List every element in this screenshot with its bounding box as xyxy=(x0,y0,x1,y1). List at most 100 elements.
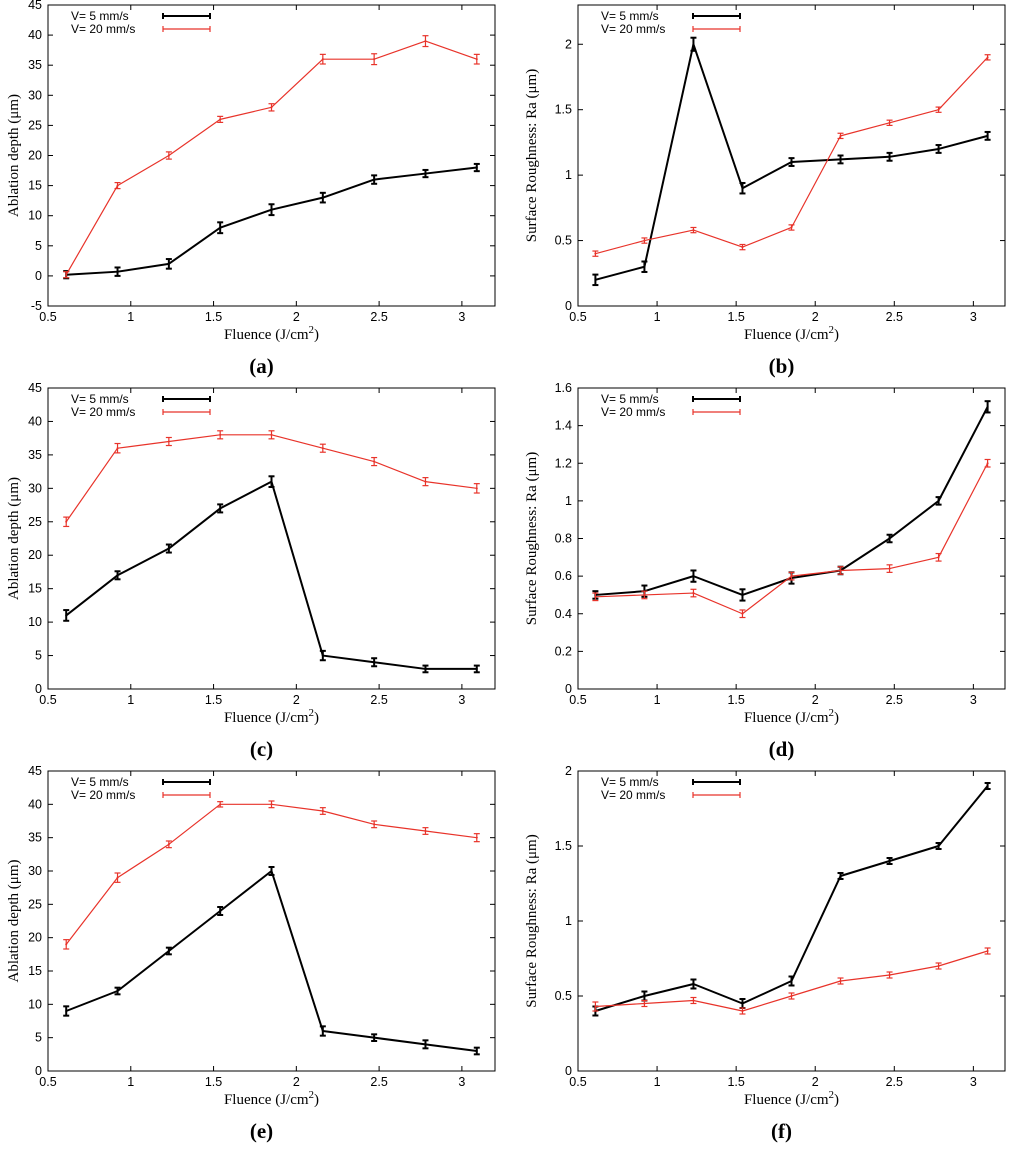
data-point xyxy=(888,974,891,976)
x-tick-label: 2.5 xyxy=(886,693,903,707)
legend-entry-label: V= 20 mm/s xyxy=(71,788,135,802)
data-point xyxy=(270,208,273,211)
legend-entry-label: V= 20 mm/s xyxy=(601,788,665,802)
data-point xyxy=(692,999,695,1002)
y-tick-label: 0 xyxy=(35,1064,42,1078)
x-axis-label-superscript: 2 xyxy=(829,707,835,719)
y-axis-label: Ablation depth (μm) xyxy=(6,859,22,982)
data-point xyxy=(270,106,273,109)
data-point xyxy=(219,803,222,806)
y-tick-label: 1.6 xyxy=(555,381,572,395)
x-tick-label: 0.5 xyxy=(39,693,56,707)
data-point xyxy=(424,1043,427,1046)
data-point xyxy=(167,547,170,550)
x-axis-label: Fluence (J/cm2) xyxy=(224,324,319,343)
y-tick-label: 1.4 xyxy=(555,419,572,433)
y-tick-label: 20 xyxy=(28,149,42,163)
x-tick-label: 3 xyxy=(458,693,465,707)
chart-panel-a: 0.5 1 1.5 2 2.5 3 -5 0 5 10 15 20 25 30 35 40 45 Fluence … xyxy=(6,0,496,378)
x-tick-label: 1 xyxy=(654,310,661,324)
data-point xyxy=(643,1002,646,1005)
data-point xyxy=(937,147,940,150)
y-tick-label: 2 xyxy=(565,37,572,51)
data-point xyxy=(321,654,324,657)
data-point xyxy=(741,246,744,249)
data-point xyxy=(116,447,119,450)
data-point xyxy=(167,950,170,952)
data-point xyxy=(741,187,744,190)
data-point xyxy=(65,520,68,523)
x-tick-label: 2 xyxy=(812,1075,819,1089)
data-point xyxy=(790,575,793,578)
series-v20 xyxy=(63,800,480,950)
data-point xyxy=(65,273,68,276)
data-point xyxy=(790,980,793,982)
series-v5 xyxy=(63,866,480,1056)
x-tick-label: 2 xyxy=(812,693,819,707)
series-v20 xyxy=(63,35,480,279)
legend-entry-label: V= 5 mm/s xyxy=(71,9,129,23)
data-point xyxy=(475,166,478,169)
y-tick-label: 1 xyxy=(565,914,572,928)
series-v5 xyxy=(592,36,991,287)
data-point xyxy=(594,1005,597,1008)
x-tick-label: 1.5 xyxy=(727,1075,744,1089)
series-v20 xyxy=(592,947,991,1015)
data-point xyxy=(937,108,940,111)
plot-frame xyxy=(47,770,496,1072)
y-tick-label: 1 xyxy=(565,494,572,508)
x-tick-label: 3 xyxy=(970,693,977,707)
data-point xyxy=(937,965,940,967)
data-point xyxy=(424,480,427,483)
x-axis-label-superscript: 2 xyxy=(829,1089,835,1101)
panel-label: (e) xyxy=(250,1119,273,1143)
data-point xyxy=(65,1010,68,1012)
data-point xyxy=(219,118,222,121)
x-tick-label: 0.5 xyxy=(39,310,56,324)
x-axis-label-tail: ) xyxy=(834,327,839,343)
data-point xyxy=(65,614,68,617)
data-point xyxy=(594,252,597,255)
y-tick-label: 1.5 xyxy=(555,839,572,853)
data-point xyxy=(986,950,989,952)
data-point xyxy=(839,875,842,877)
y-tick-label: 0.5 xyxy=(555,234,572,248)
data-point xyxy=(986,785,989,787)
series-line xyxy=(65,480,477,670)
y-tick-label: -5 xyxy=(31,299,42,313)
data-point xyxy=(741,1002,744,1005)
legend-entry-label: V= 5 mm/s xyxy=(601,392,659,406)
series-line xyxy=(65,870,477,1052)
series-v5 xyxy=(592,400,991,602)
x-tick-label: 1.5 xyxy=(205,693,222,707)
data-point xyxy=(839,980,842,982)
series-line xyxy=(595,462,989,615)
y-tick-label: 1 xyxy=(565,168,572,182)
x-tick-label: 1.5 xyxy=(727,693,744,707)
x-axis-label: Fluence (J/cm2) xyxy=(224,707,319,726)
data-point xyxy=(475,667,478,670)
data-point xyxy=(937,499,940,502)
data-point xyxy=(321,58,324,61)
y-tick-label: 0.8 xyxy=(555,532,572,546)
data-point xyxy=(167,154,170,157)
y-axis-label: Ablation depth (μm) xyxy=(6,94,22,217)
legend-entry-label: V= 5 mm/s xyxy=(601,9,659,23)
y-tick-label: 0.5 xyxy=(555,989,572,1003)
x-axis-label: Fluence (J/cm2) xyxy=(744,707,839,726)
x-tick-label: 2.5 xyxy=(370,310,387,324)
y-axis-label: Surface Roughness: Ra (μm) xyxy=(524,834,540,1007)
y-tick-label: 0 xyxy=(565,682,572,696)
legend-entry-label: V= 5 mm/s xyxy=(71,775,129,789)
data-point xyxy=(986,134,989,137)
data-point xyxy=(986,56,989,59)
data-point xyxy=(219,433,222,436)
y-tick-label: 1.2 xyxy=(555,456,572,470)
plot-frame xyxy=(577,4,1006,307)
panel-label: (a) xyxy=(249,354,274,378)
x-tick-label: 2 xyxy=(293,693,300,707)
y-tick-label: 20 xyxy=(28,931,42,945)
y-tick-label: 0.2 xyxy=(555,644,572,658)
